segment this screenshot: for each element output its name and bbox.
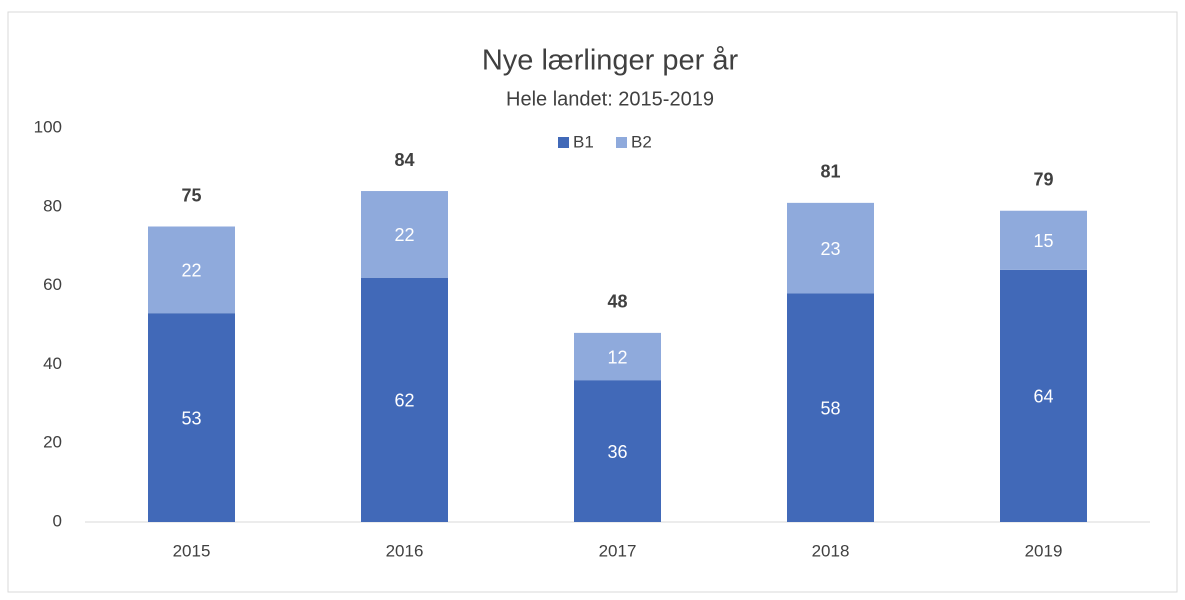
total-label: 84 (394, 150, 414, 170)
bar-segment (787, 293, 874, 522)
x-tick-label: 2015 (173, 541, 211, 560)
x-tick-label: 2017 (599, 541, 637, 560)
value-label: 62 (394, 391, 414, 411)
total-label: 48 (607, 292, 627, 312)
y-tick-label: 20 (43, 433, 62, 452)
value-label: 53 (181, 408, 201, 428)
value-label: 15 (1033, 231, 1053, 251)
bar-segment (1000, 269, 1087, 522)
bar-segment (361, 191, 448, 278)
value-label: 12 (607, 347, 627, 367)
value-label: 22 (181, 261, 201, 281)
x-tick-label: 2016 (386, 541, 424, 560)
y-tick-label: 60 (43, 275, 62, 294)
y-tick-label: 0 (53, 511, 62, 530)
chart-title: Nye lærlinger per år (482, 45, 739, 77)
x-tick-label: 2019 (1025, 541, 1063, 560)
bar-segment (574, 332, 661, 381)
total-label: 81 (820, 162, 840, 182)
legend-label: B1 (573, 132, 594, 151)
value-label: 22 (394, 225, 414, 245)
x-tick-label: 2018 (812, 541, 850, 560)
value-label: 58 (820, 398, 840, 418)
bar-segment (574, 380, 661, 522)
value-label: 64 (1033, 387, 1053, 407)
bar-segment (148, 226, 235, 314)
bar-segment (1000, 210, 1087, 270)
bar-segment (148, 313, 235, 522)
total-label: 79 (1033, 169, 1053, 189)
y-tick-label: 40 (43, 354, 62, 373)
bar-segment (787, 202, 874, 294)
legend-swatch (616, 137, 627, 148)
value-label: 23 (820, 239, 840, 259)
legend-swatch (558, 137, 569, 148)
y-tick-label: 80 (43, 196, 62, 215)
total-label: 75 (181, 185, 201, 205)
legend-label: B2 (631, 132, 652, 151)
value-label: 36 (607, 442, 627, 462)
bar-segment (361, 277, 448, 522)
y-tick-label: 100 (34, 117, 62, 136)
chart-subtitle: Hele landet: 2015-2019 (506, 88, 714, 110)
